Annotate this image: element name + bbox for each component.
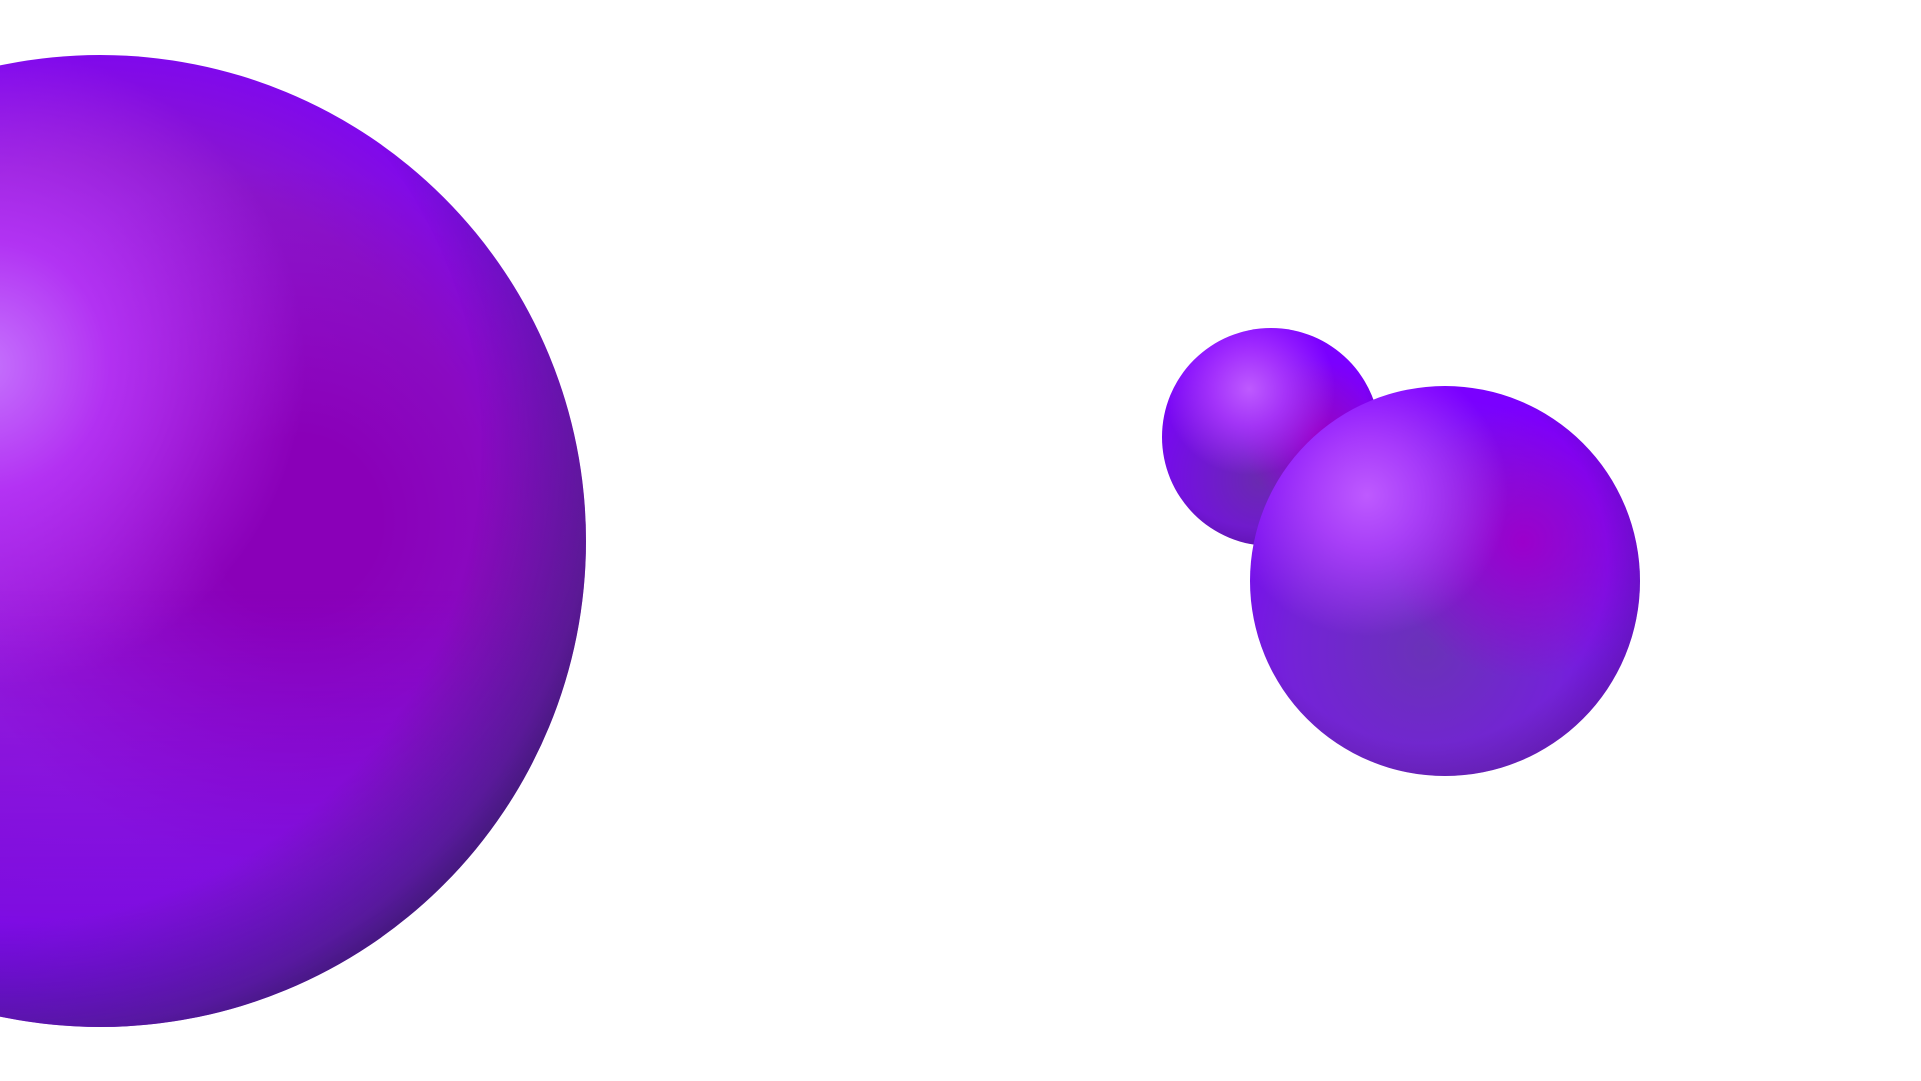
medium-purple-sphere: [1250, 386, 1640, 776]
large-purple-sphere: [0, 55, 586, 1027]
